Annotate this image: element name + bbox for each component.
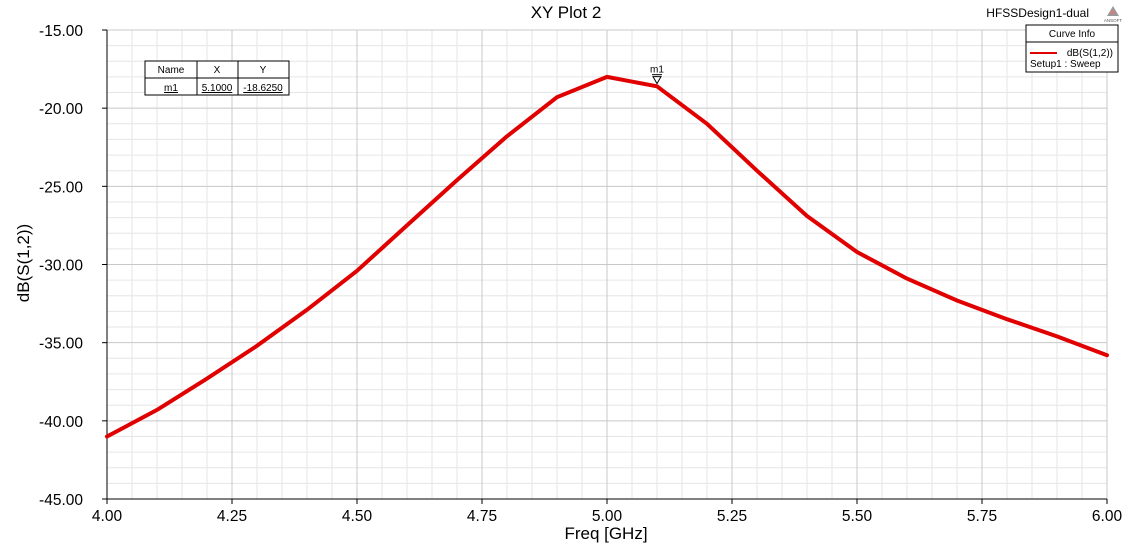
marker-label: m1 [650, 65, 664, 76]
axes [102, 29, 1108, 504]
y-tick-label: -20.00 [39, 101, 83, 118]
marker-table-cell-x[interactable]: 5.1000 [202, 83, 233, 94]
x-tick-label: 5.75 [967, 508, 997, 525]
tick-labels: 4.00 4.25 4.50 4.75 5.00 5.25 5.50 5.75 6.00 -15.… [39, 23, 1122, 525]
x-tick-label: 5.00 [592, 508, 623, 525]
x-tick-label: 6.00 [1092, 508, 1123, 525]
marker-table-cell-name[interactable]: m1 [164, 83, 178, 94]
x-axis-label: Freq [GHz] [564, 524, 647, 543]
y-tick-label: -15.00 [39, 23, 83, 40]
series-line-dbs12 [105, 74, 1109, 439]
grid [106, 29, 1108, 500]
legend[interactable]: Curve Info dB(S(1,2)) Setup1 : Sweep [1025, 24, 1119, 73]
series-layer [105, 74, 1109, 439]
marker-table-header-y: Y [260, 65, 267, 76]
marker-table-header-x: X [214, 65, 221, 76]
logo-inner-icon [1110, 9, 1116, 14]
y-tick-label: -35.00 [39, 336, 83, 353]
y-tick-label: -30.00 [39, 258, 83, 275]
marker-table-cell-y[interactable]: -18.6250 [243, 83, 283, 94]
x-tick-label: 4.25 [217, 508, 247, 525]
legend-title: Curve Info [1049, 29, 1096, 40]
logo-text: ANSOFT [1104, 18, 1123, 23]
chart-title: XY Plot 2 [531, 3, 602, 22]
y-tick-label: -40.00 [39, 414, 83, 431]
y-tick-label: -25.00 [39, 179, 83, 196]
ansoft-logo: ANSOFT [1104, 6, 1123, 23]
marker-table-header-name: Name [158, 65, 185, 76]
y-tick-label: -45.00 [39, 492, 83, 509]
legend-series-name: dB(S(1,2)) [1067, 48, 1113, 59]
y-axis-label: dB(S(1,2)) [14, 224, 33, 302]
project-name: HFSSDesign1-dual [986, 6, 1089, 20]
x-tick-label: 4.00 [92, 508, 123, 525]
x-tick-label: 5.25 [717, 508, 747, 525]
x-tick-label: 4.50 [342, 508, 373, 525]
legend-series-setup: Setup1 : Sweep [1030, 59, 1101, 70]
marker-triangle-icon [652, 76, 662, 85]
marker-m1[interactable]: m1 [650, 65, 664, 85]
x-tick-label: 5.50 [842, 508, 873, 525]
x-tick-label: 4.75 [467, 508, 497, 525]
legend-box [1025, 24, 1119, 73]
marker-table: Name X Y m1 5.1000 -18.6250 [144, 60, 290, 96]
